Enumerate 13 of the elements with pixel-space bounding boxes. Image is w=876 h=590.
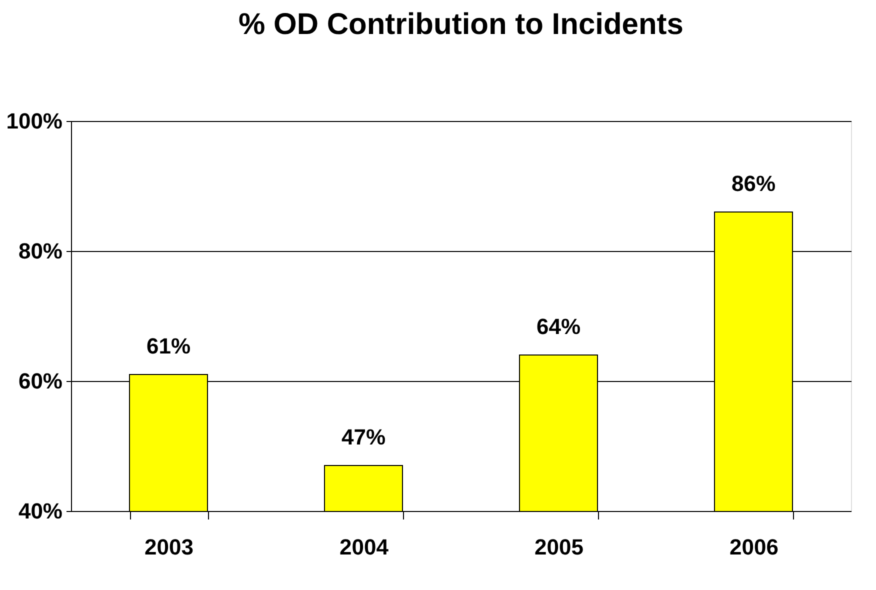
y-tick-label: 100% [6, 108, 62, 134]
y-tick-label: 40% [18, 498, 62, 524]
data-label: 47% [341, 424, 386, 450]
x-tick-label: 2005 [534, 534, 584, 560]
x-tick-label: 2004 [340, 534, 390, 560]
y-tick-label: 80% [18, 238, 62, 264]
chart-title: % OD Contribution to Incidents [238, 8, 684, 41]
x-tick-label: 2003 [144, 534, 194, 560]
data-label: 61% [146, 334, 191, 358]
data-label: 86% [731, 171, 776, 196]
y-tick-label: 60% [18, 368, 62, 394]
x-tick-label: 2006 [730, 534, 778, 560]
data-label: 64% [536, 314, 581, 339]
